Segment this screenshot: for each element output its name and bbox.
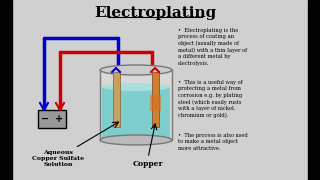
Ellipse shape — [100, 65, 172, 75]
Bar — [113, 72, 120, 127]
Text: •  The process is also used
to make a metal object
more attractive.: • The process is also used to make a met… — [178, 133, 248, 151]
Bar — [152, 72, 159, 127]
Bar — [0, 0, 12, 180]
Ellipse shape — [102, 83, 170, 91]
Text: −: − — [41, 114, 49, 124]
Text: Copper: Copper — [133, 160, 163, 168]
FancyBboxPatch shape — [38, 110, 66, 128]
Text: •  This is a useful way of
protecting a metal from
corrosion e.g. by plating
ste: • This is a useful way of protecting a m… — [178, 80, 243, 118]
Text: Aqueous
Copper Sulfate
Solution: Aqueous Copper Sulfate Solution — [32, 150, 84, 167]
Bar — [150, 95, 161, 111]
Text: Electroplating: Electroplating — [94, 6, 216, 20]
Text: +: + — [55, 114, 63, 124]
Bar — [100, 70, 172, 140]
Text: •  Electroplating is the
process of coating an
object (usually made of
metal) wi: • Electroplating is the process of coati… — [178, 28, 247, 66]
Bar — [308, 0, 320, 180]
Ellipse shape — [100, 135, 172, 145]
Bar — [102, 87, 170, 138]
